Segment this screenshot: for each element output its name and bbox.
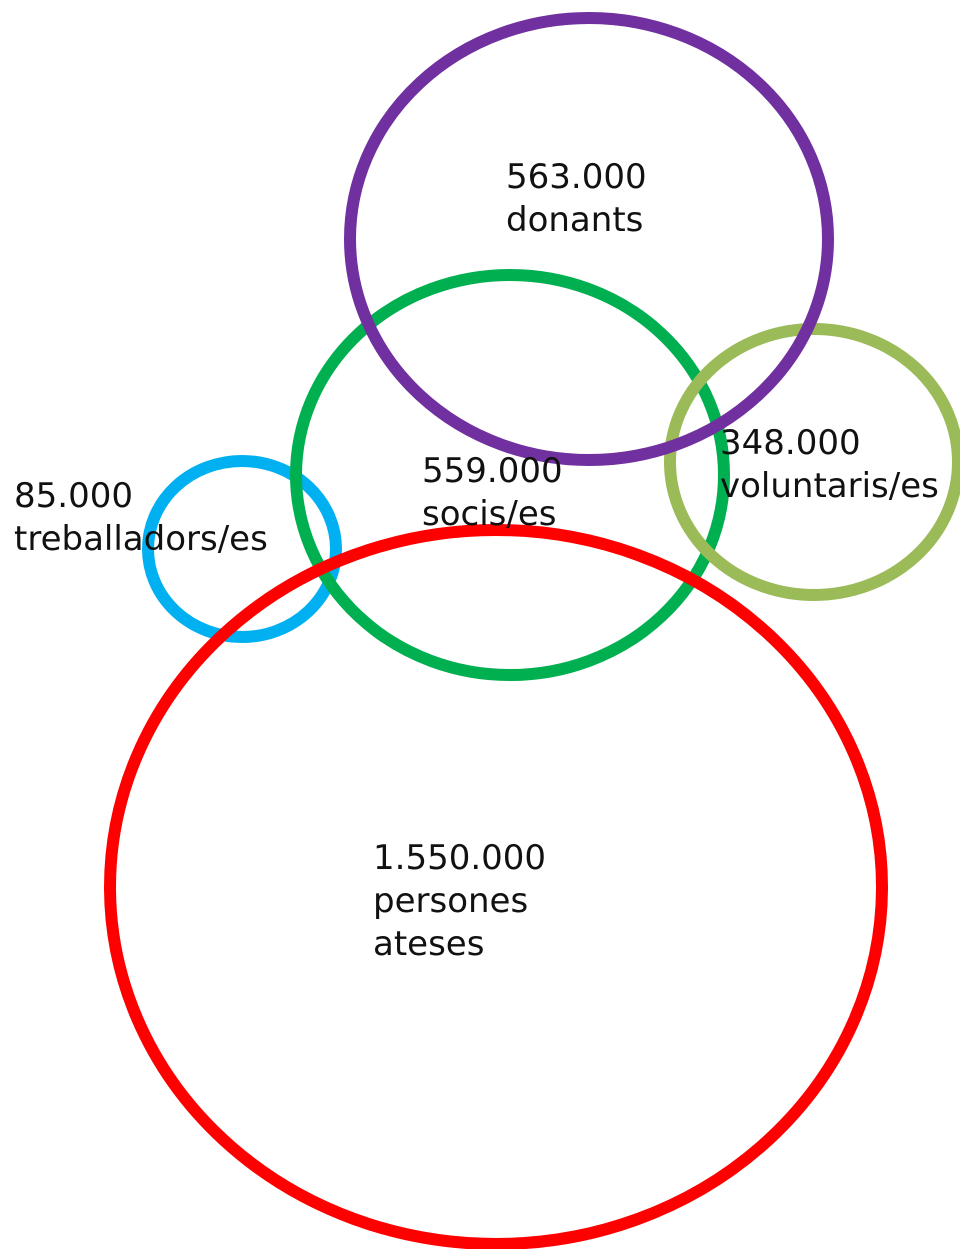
voluntaris-value: 348.000 [720,423,861,463]
voluntaris-label: voluntaris/es [720,466,939,506]
ateses-circle [104,524,888,1249]
ateses-label-line1: persones [373,881,528,921]
ateses-value: 1.550.000 [373,838,546,878]
treballadors-circle [142,455,342,643]
treballadors-label: treballadors/es [14,519,268,559]
donants-circle [344,12,834,466]
treballadors-value: 85.000 [14,476,133,516]
socis-circle [290,269,730,681]
voluntaris-circle [664,323,960,601]
socis-label: socis/es [422,494,556,534]
ateses-label-line2: ateses [373,924,484,964]
donants-label: donants [506,200,643,240]
donants-value: 563.000 [506,157,647,197]
socis-value: 559.000 [422,451,563,491]
